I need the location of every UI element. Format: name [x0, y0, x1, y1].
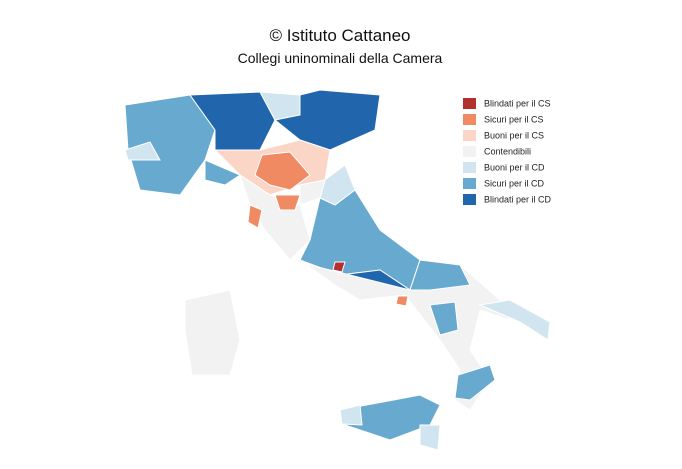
legend-label: Sicuri per il CD — [484, 178, 545, 188]
legend-swatch — [463, 146, 476, 157]
legend-swatch — [463, 178, 476, 189]
italy-map — [124, 89, 551, 451]
region — [332, 261, 346, 273]
region — [184, 289, 241, 376]
region — [419, 424, 441, 451]
legend-label: Blindati per il CD — [484, 194, 552, 204]
region — [429, 301, 459, 336]
region — [124, 141, 161, 161]
region — [204, 159, 242, 186]
legend-label: Buoni per il CD — [484, 162, 545, 172]
region — [409, 259, 471, 291]
region — [454, 364, 496, 401]
title: © Istituto Cattaneo — [269, 26, 410, 45]
region — [274, 194, 301, 211]
legend-swatch — [463, 98, 476, 109]
region — [339, 404, 363, 426]
legend-label: Blindati per il CS — [484, 98, 551, 108]
region — [254, 151, 311, 191]
legend-swatch — [463, 114, 476, 125]
legend-label: Buoni per il CS — [484, 130, 544, 140]
legend-swatch — [463, 130, 476, 141]
region — [395, 295, 409, 307]
legend-swatch — [463, 194, 476, 205]
legend-swatch — [463, 162, 476, 173]
region — [478, 299, 551, 341]
legend-label: Contendibili — [484, 146, 531, 156]
legend: Blindati per il CS Sicuri per il CS Buoni … — [463, 98, 552, 205]
subtitle: Collegi uninominali della Camera — [238, 50, 443, 66]
legend-label: Sicuri per il CS — [484, 114, 544, 124]
region — [247, 204, 263, 229]
